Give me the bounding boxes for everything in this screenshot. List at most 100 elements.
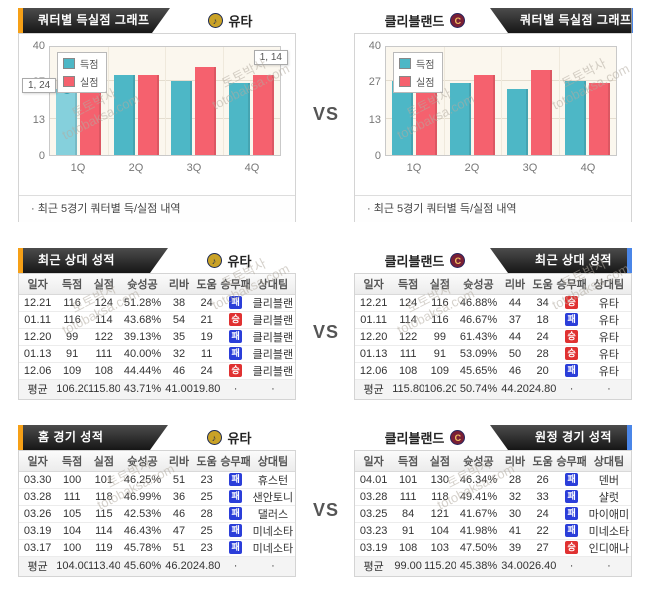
cell-allowed: 91 [423, 345, 456, 363]
table-row: 12.20 99 122 39.13% 35 19 패 클리블랜 [19, 328, 295, 346]
win-badge: 승 [229, 364, 243, 377]
bar-1Q-득점[interactable] [392, 81, 414, 155]
cell-allowed: 119 [87, 539, 120, 557]
bar-4Q-득점[interactable] [228, 83, 250, 155]
column-header: 득점 [392, 274, 424, 295]
loss-badge: 패 [229, 473, 243, 486]
cell-rebounds: 47 [165, 522, 193, 540]
cell-fg-pct: 41.67% [455, 505, 502, 523]
team-label-cleveland: 클리블랜드 C [360, 8, 490, 33]
column-header: 일자 [355, 451, 393, 472]
cell-date: 평균 [19, 556, 57, 576]
column-header: 상대팀 [250, 451, 295, 472]
table-header-row: 일자 득점 실점 슛성공 리바 도움 승무패 상대팀 [19, 274, 295, 295]
quarter-chart-utah: 01327401Q2Q3Q4Q득점실점1, 241, 14 [19, 34, 295, 195]
cleveland-cavs-logo-icon: C [450, 253, 466, 268]
bar-3Q-실점[interactable] [195, 67, 217, 155]
cell-fg-pct: 45.60% [119, 556, 166, 576]
cell-fg-pct: 61.43% [455, 328, 502, 346]
bar-4Q-실점[interactable] [252, 75, 274, 155]
cell-opponent: 클리블랜 [250, 345, 295, 363]
column-header: 슛성공 [455, 274, 502, 295]
cell-opponent: · [250, 379, 295, 399]
column-header: 득점 [392, 451, 424, 472]
table-row: 04.01 101 130 46.34% 28 26 패 덴버 [355, 471, 631, 489]
loss-badge: 패 [229, 541, 243, 554]
cell-result: 패 [220, 345, 251, 363]
loss-badge: 패 [565, 507, 579, 520]
cell-allowed: 118 [87, 488, 120, 506]
cell-assists: 24.80 [528, 379, 557, 399]
bar-3Q-득점[interactable] [507, 89, 529, 155]
y-axis-tick: 27 [368, 75, 381, 88]
cell-allowed: 116 [423, 294, 456, 312]
cell-result: 패 [220, 539, 251, 557]
bar-2Q-득점[interactable] [449, 83, 471, 155]
column-header: 실점 [87, 274, 120, 295]
cell-fg-pct: 39.13% [119, 328, 166, 346]
h2h-table-utah: 일자 득점 실점 슛성공 리바 도움 승무패 상대팀 12.21 116 124 51.28% 38 24… [18, 273, 296, 400]
cell-opponent: 클리블랜 [250, 328, 295, 346]
cell-assists: 28 [528, 345, 557, 363]
bar-2Q-득점[interactable] [113, 75, 135, 155]
bar-groups [50, 47, 280, 155]
average-row: 평균 115.80 106.20 50.74% 44.20 24.80 · · [355, 379, 631, 399]
table-row: 03.23 91 104 41.98% 41 22 패 미네소타 [355, 522, 631, 540]
bar-2Q-실점[interactable] [137, 75, 159, 155]
ribbon-title: 최근 상대 성적 [23, 248, 168, 273]
cell-points: 100 [56, 471, 88, 489]
cell-opponent: · [586, 556, 631, 576]
cell-date: 03.30 [19, 471, 57, 489]
loss-badge: 패 [565, 364, 579, 377]
cell-date: 03.19 [19, 522, 57, 540]
bar-2Q-실점[interactable] [473, 75, 495, 155]
table-row: 03.17 100 119 45.78% 51 23 패 미네소타 [19, 539, 295, 557]
cell-date: 03.26 [19, 505, 57, 523]
cell-date: 평균 [19, 379, 57, 399]
cell-points: 124 [392, 294, 424, 312]
table-row: 01.13 91 111 40.00% 32 11 패 클리블랜 [19, 345, 295, 363]
bar-1Q-득점[interactable] [56, 84, 78, 155]
column-header: 실점 [423, 451, 456, 472]
cell-assists: 28 [192, 505, 221, 523]
bar-3Q-실점[interactable] [531, 70, 553, 155]
cell-opponent: 덴버 [586, 471, 631, 489]
cell-opponent: 유타 [586, 362, 631, 380]
cell-rebounds: 50 [501, 345, 529, 363]
bar-4Q-득점[interactable] [564, 81, 586, 155]
cell-allowed: 121 [423, 505, 456, 523]
cell-points: 91 [392, 522, 424, 540]
cell-rebounds: 34.00 [501, 556, 529, 576]
cell-allowed: 103 [423, 539, 456, 557]
team-label-utah: ♪ 유타 [170, 8, 290, 33]
y-axis-tick: 13 [32, 114, 45, 127]
cell-fg-pct: 41.98% [455, 522, 502, 540]
column-header: 슛성공 [119, 451, 166, 472]
cell-assists: 24 [192, 362, 221, 380]
table-row: 01.11 114 116 46.67% 37 18 패 유타 [355, 311, 631, 329]
bar-3Q-득점[interactable] [171, 81, 193, 155]
gridline [222, 47, 224, 155]
table-row: 03.19 108 103 47.50% 39 27 승 인디애나 [355, 539, 631, 557]
home-record-header: 홈 경기 성적 ♪ 유타 [18, 425, 296, 450]
chart-footnote: · 최근 5경기 쿼터별 득/실점 내역 [19, 195, 295, 222]
cell-opponent: 클리블랜 [250, 311, 295, 329]
cell-allowed: 108 [87, 362, 120, 380]
cell-fg-pct: 46.99% [119, 488, 166, 506]
cell-fg-pct: 46.34% [455, 471, 502, 489]
cell-fg-pct: 51.28% [119, 294, 166, 312]
bar-4Q-실점[interactable] [588, 83, 610, 155]
ribbon-title: 홈 경기 성적 [23, 425, 168, 450]
cleveland-cavs-logo-icon: C [450, 13, 466, 28]
bar-1Q-실점[interactable] [416, 78, 438, 155]
average-row: 평균 99.00 115.20 45.38% 34.00 26.40 · · [355, 556, 631, 576]
cell-opponent: 미네소타 [250, 539, 295, 557]
table-row: 03.25 84 121 41.67% 30 24 패 마이애미 [355, 505, 631, 523]
ribbon-h2h-left: 최근 상대 성적 [18, 248, 168, 273]
cell-fg-pct: 44.44% [119, 362, 166, 380]
cell-opponent: · [250, 556, 295, 576]
chart-panel-left: 쿼터별 득실점 그래프 ♪ 유타 01327401Q2Q3Q4Q득점실점1, 2… [18, 8, 296, 222]
team-name: 유타 [227, 254, 252, 269]
cell-result: 패 [220, 328, 251, 346]
cell-points: 99 [56, 328, 88, 346]
